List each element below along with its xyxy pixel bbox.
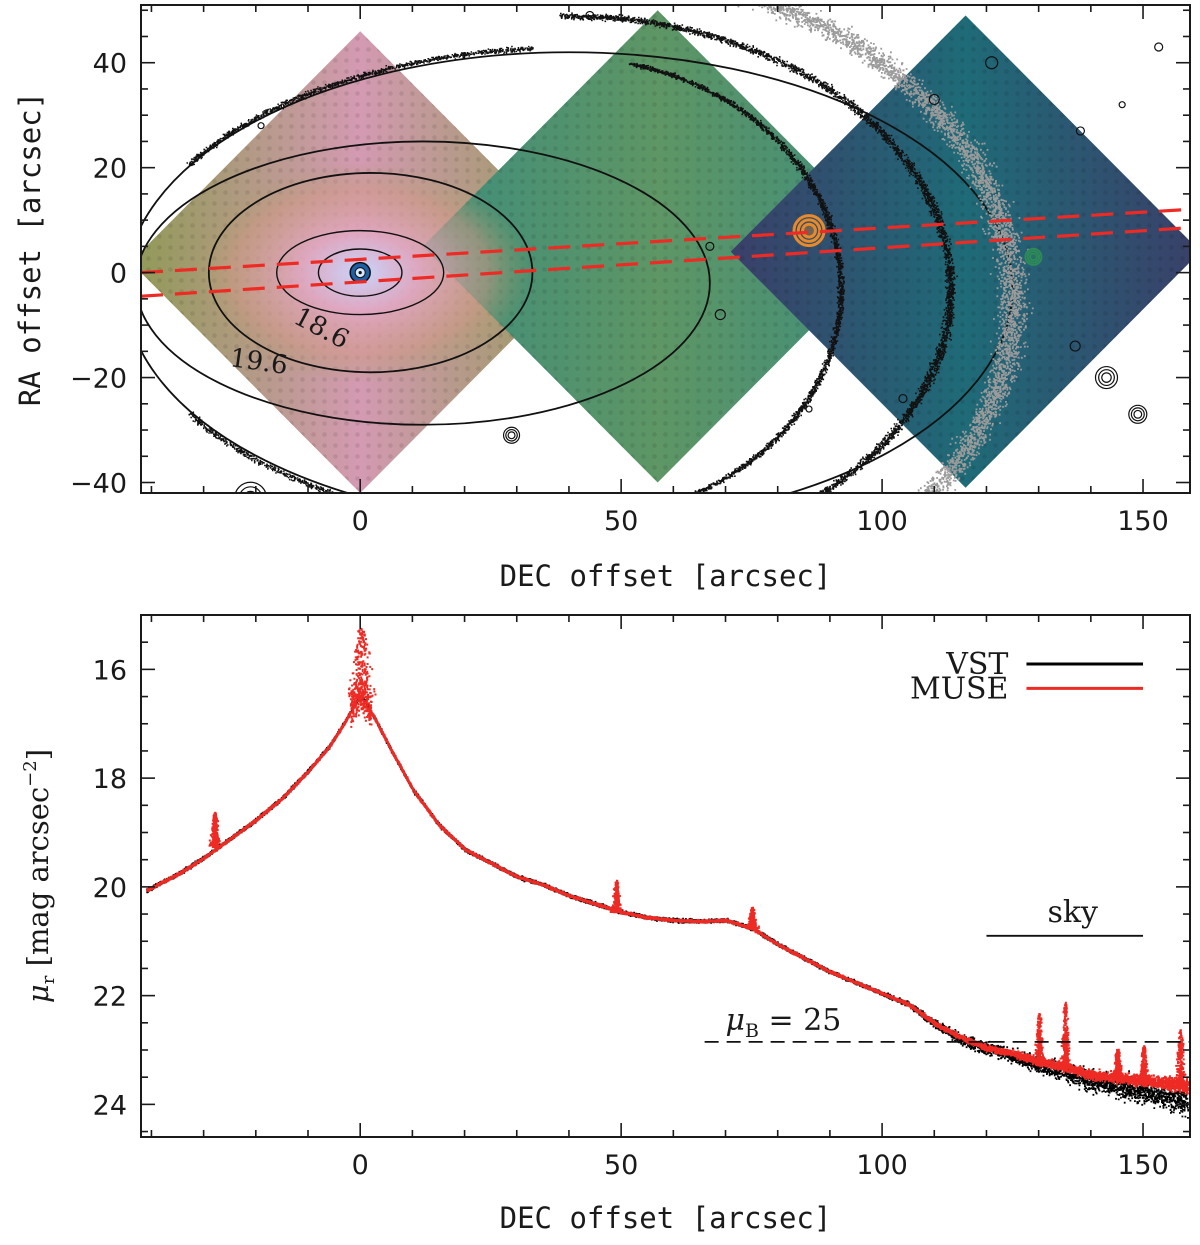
star-contour bbox=[257, 122, 265, 130]
annotations bbox=[704, 934, 1190, 1043]
x-tick-label: 150 bbox=[1117, 506, 1169, 537]
legend-label-muse: MUSE bbox=[910, 671, 1008, 706]
isophote-contour bbox=[207, 172, 534, 374]
star-contour bbox=[1133, 409, 1143, 419]
y-tick-label: 22 bbox=[93, 982, 127, 1013]
isophote-contour bbox=[141, 140, 711, 426]
star-contour bbox=[801, 222, 817, 239]
slit-lines bbox=[141, 208, 1185, 298]
y-tick-label: 20 bbox=[93, 873, 127, 904]
y-tick-label: 24 bbox=[93, 1090, 127, 1121]
y-tick-label: 20 bbox=[93, 154, 127, 185]
star-contour bbox=[1029, 252, 1038, 262]
star-contour bbox=[239, 486, 262, 493]
bottom-ticks: 0 50 100 150 16 18 20 22 24 bbox=[93, 614, 1190, 1181]
y-tick-label: 18 bbox=[93, 764, 127, 795]
top-plot-area bbox=[141, 5, 1190, 493]
bottom-plot-area bbox=[146, 627, 1190, 1119]
star-contour bbox=[705, 241, 715, 251]
ylabel-text: [mag arcsec bbox=[21, 787, 55, 976]
star-contour bbox=[1026, 250, 1041, 264]
ylabel-sup: −2 bbox=[20, 760, 41, 787]
y-tick-label: 16 bbox=[93, 655, 127, 686]
ylabel-sub: r bbox=[38, 975, 59, 984]
star-core bbox=[802, 223, 816, 238]
star-contour bbox=[1154, 42, 1164, 52]
y-tick-label: 40 bbox=[93, 49, 127, 80]
field-2-texture bbox=[422, 10, 893, 483]
muse-fields bbox=[141, 10, 1190, 493]
legend: VST MUSE bbox=[910, 647, 1144, 706]
slit-line bbox=[141, 208, 1185, 275]
y-tick-label: 0 bbox=[110, 259, 127, 290]
y-tick-label: −40 bbox=[70, 469, 127, 500]
bottom-x-axis-title: DEC offset [arcsec] bbox=[500, 1201, 832, 1235]
star-contour bbox=[1101, 372, 1112, 383]
star-contour bbox=[928, 93, 940, 106]
nucleus-center bbox=[358, 271, 362, 275]
star-contour bbox=[805, 405, 813, 413]
top-y-axis-title: RA offset [arcsec] bbox=[13, 92, 47, 406]
field-3-texture bbox=[730, 15, 1190, 488]
x-tick-label: 50 bbox=[604, 506, 638, 537]
star-contour bbox=[502, 426, 521, 444]
y-tick-label: −20 bbox=[70, 364, 127, 395]
star-contour bbox=[1098, 369, 1115, 387]
mu-b-sub: B bbox=[745, 1020, 759, 1042]
star-contour bbox=[245, 490, 256, 493]
mu-b-symbol: μ bbox=[726, 1003, 746, 1038]
x-tick-label: 0 bbox=[352, 506, 369, 537]
star-contour bbox=[585, 10, 595, 21]
star-contour bbox=[1128, 404, 1148, 424]
star-core bbox=[1029, 253, 1038, 261]
x-tick-label: 100 bbox=[856, 1150, 908, 1181]
x-tick-label: 100 bbox=[856, 506, 908, 537]
mu-b-value: = 25 bbox=[759, 1003, 841, 1038]
mu-b-label: μB = 25 bbox=[726, 1003, 842, 1042]
x-tick-label: 50 bbox=[604, 1150, 638, 1181]
star-contour bbox=[1118, 101, 1126, 109]
top-x-axis-title: DEC offset [arcsec] bbox=[500, 559, 832, 593]
star-contour bbox=[985, 56, 999, 70]
series-muse bbox=[146, 627, 1190, 1095]
bottom-frame bbox=[140, 614, 1191, 1138]
star-contour bbox=[1024, 247, 1043, 266]
slit-line bbox=[141, 226, 1185, 298]
star-contour bbox=[1075, 126, 1086, 136]
bottom-y-axis-title: μr [mag arcsec−2] bbox=[20, 749, 59, 1003]
legend-label-vst: VST bbox=[945, 647, 1008, 682]
star-contour bbox=[507, 431, 516, 440]
sky-label: sky bbox=[1047, 895, 1098, 930]
ylabel-symbol: μ bbox=[21, 984, 55, 1003]
isophote-contour bbox=[317, 248, 403, 297]
isophote-contour bbox=[275, 229, 445, 316]
star-contour bbox=[898, 393, 908, 404]
star-contour bbox=[1130, 407, 1145, 422]
series-muse-points bbox=[146, 627, 1190, 1095]
x-tick-label: 0 bbox=[352, 1150, 369, 1181]
top-ticks: 0 50 100 150 −40 −20 0 20 40 bbox=[70, 5, 1190, 537]
x-tick-label: 150 bbox=[1117, 1150, 1169, 1181]
ylabel-close: ] bbox=[21, 749, 55, 760]
top-frame bbox=[140, 4, 1191, 494]
star-contour bbox=[714, 308, 726, 321]
star-contour bbox=[505, 428, 518, 442]
star-contour bbox=[1069, 340, 1081, 352]
star-contour bbox=[234, 481, 267, 493]
star-contour bbox=[1094, 365, 1119, 390]
